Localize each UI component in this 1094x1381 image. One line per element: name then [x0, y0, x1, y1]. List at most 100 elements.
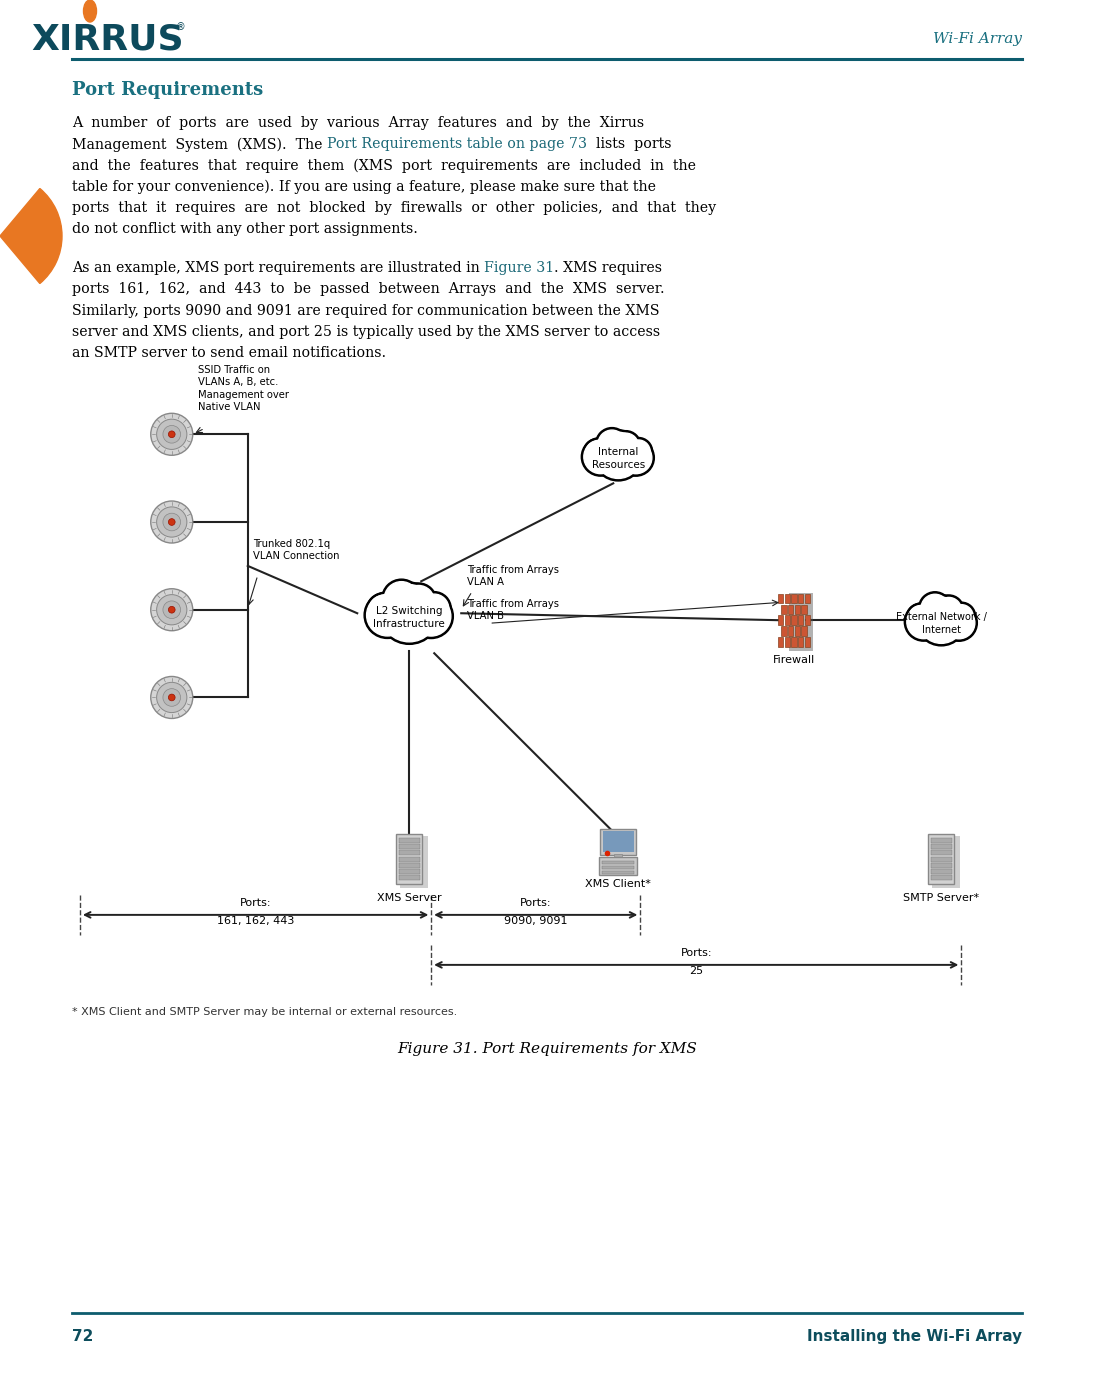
- FancyBboxPatch shape: [784, 616, 790, 626]
- Circle shape: [156, 682, 187, 713]
- Circle shape: [933, 595, 964, 626]
- Text: Port Requirements: Port Requirements: [72, 81, 264, 99]
- Circle shape: [379, 583, 441, 645]
- FancyBboxPatch shape: [603, 860, 635, 865]
- Circle shape: [403, 586, 434, 617]
- Circle shape: [620, 442, 652, 474]
- Text: Figure 31: Figure 31: [485, 261, 555, 275]
- Circle shape: [156, 595, 187, 624]
- Text: server and XMS clients, and port 25 is typically used by the XMS server to acces: server and XMS clients, and port 25 is t…: [72, 325, 660, 338]
- Text: External Network /
Internet: External Network / Internet: [896, 612, 987, 635]
- FancyBboxPatch shape: [794, 626, 800, 635]
- FancyBboxPatch shape: [603, 866, 635, 869]
- Circle shape: [595, 432, 641, 478]
- Text: SSID Traffic on
VLANs A, B, etc.
Management over
Native VLAN: SSID Traffic on VLANs A, B, etc. Managem…: [198, 365, 289, 413]
- Text: Trunked 802.1q
VLAN Connection: Trunked 802.1q VLAN Connection: [253, 539, 339, 561]
- FancyBboxPatch shape: [400, 836, 428, 888]
- Circle shape: [411, 597, 451, 637]
- Circle shape: [366, 592, 399, 626]
- Text: 9090, 9091: 9090, 9091: [504, 916, 568, 925]
- FancyBboxPatch shape: [789, 594, 813, 652]
- Circle shape: [151, 677, 193, 718]
- Circle shape: [921, 594, 948, 621]
- Wedge shape: [0, 188, 62, 283]
- Circle shape: [168, 431, 175, 438]
- FancyBboxPatch shape: [794, 605, 800, 615]
- FancyBboxPatch shape: [603, 831, 633, 852]
- FancyBboxPatch shape: [928, 834, 954, 884]
- FancyBboxPatch shape: [396, 834, 422, 884]
- FancyBboxPatch shape: [398, 863, 420, 867]
- Circle shape: [168, 695, 175, 700]
- Circle shape: [168, 606, 175, 613]
- FancyBboxPatch shape: [801, 605, 806, 615]
- FancyBboxPatch shape: [931, 869, 952, 874]
- FancyBboxPatch shape: [798, 594, 803, 603]
- Circle shape: [584, 441, 617, 474]
- Text: and  the  features  that  require  them  (XMS  port  requirements  are  included: and the features that require them (XMS …: [72, 159, 696, 173]
- Circle shape: [151, 413, 193, 456]
- Circle shape: [918, 597, 964, 644]
- FancyBboxPatch shape: [398, 856, 420, 862]
- Text: Traffic from Arrays
VLAN B: Traffic from Arrays VLAN B: [467, 599, 559, 621]
- Circle shape: [950, 605, 974, 628]
- Text: Installing the Wi-Fi Array: Installing the Wi-Fi Array: [807, 1329, 1022, 1344]
- Circle shape: [627, 441, 650, 464]
- FancyBboxPatch shape: [801, 626, 806, 635]
- Circle shape: [919, 591, 952, 624]
- FancyBboxPatch shape: [791, 594, 796, 603]
- Text: XMS Client*: XMS Client*: [585, 878, 651, 889]
- FancyBboxPatch shape: [603, 871, 635, 874]
- Circle shape: [936, 598, 962, 623]
- FancyBboxPatch shape: [398, 876, 420, 881]
- Circle shape: [947, 602, 976, 631]
- Text: As an example, XMS port requirements are illustrated in: As an example, XMS port requirements are…: [72, 261, 485, 275]
- FancyBboxPatch shape: [788, 605, 793, 615]
- Circle shape: [163, 689, 181, 706]
- FancyBboxPatch shape: [804, 616, 810, 626]
- Text: an SMTP server to send email notifications.: an SMTP server to send email notificatio…: [72, 347, 386, 360]
- FancyBboxPatch shape: [932, 836, 961, 888]
- Text: Wi-Fi Array: Wi-Fi Array: [933, 32, 1022, 46]
- FancyBboxPatch shape: [778, 637, 783, 646]
- Circle shape: [907, 603, 934, 631]
- Circle shape: [381, 584, 438, 642]
- Circle shape: [151, 501, 193, 543]
- FancyBboxPatch shape: [798, 637, 803, 646]
- FancyBboxPatch shape: [798, 616, 803, 626]
- Text: . XMS requires: . XMS requires: [555, 261, 662, 275]
- Circle shape: [941, 605, 977, 641]
- Text: XMS Server: XMS Server: [377, 894, 442, 903]
- FancyBboxPatch shape: [804, 594, 810, 603]
- Circle shape: [366, 594, 408, 635]
- Text: 161, 162, 443: 161, 162, 443: [217, 916, 294, 925]
- Text: table for your convenience). If you are using a feature, please make sure that t: table for your convenience). If you are …: [72, 180, 656, 193]
- FancyBboxPatch shape: [781, 605, 787, 615]
- FancyBboxPatch shape: [398, 869, 420, 874]
- Circle shape: [382, 579, 421, 619]
- FancyBboxPatch shape: [931, 838, 952, 842]
- Text: A  number  of  ports  are  used  by  various  Array  features  and  by  the  Xir: A number of ports are used by various Ar…: [72, 116, 644, 130]
- Text: 25: 25: [689, 965, 703, 976]
- Text: * XMS Client and SMTP Server may be internal or external resources.: * XMS Client and SMTP Server may be inte…: [72, 1007, 457, 1016]
- FancyBboxPatch shape: [788, 626, 793, 635]
- Circle shape: [595, 428, 628, 460]
- Circle shape: [163, 601, 181, 619]
- FancyBboxPatch shape: [784, 637, 790, 646]
- Text: Traffic from Arrays
VLAN A: Traffic from Arrays VLAN A: [467, 565, 559, 587]
- Text: 72: 72: [72, 1329, 93, 1344]
- Text: ®: ®: [176, 22, 186, 32]
- FancyBboxPatch shape: [778, 616, 783, 626]
- FancyBboxPatch shape: [398, 844, 420, 849]
- FancyBboxPatch shape: [931, 844, 952, 849]
- FancyBboxPatch shape: [931, 851, 952, 855]
- Text: Management  System  (XMS).  The: Management System (XMS). The: [72, 137, 327, 152]
- FancyBboxPatch shape: [804, 637, 810, 646]
- Text: L2 Switching
Infrastructure: L2 Switching Infrastructure: [373, 606, 445, 628]
- Text: ports  161,  162,  and  443  to  be  passed  between  Arrays  and  the  XMS  ser: ports 161, 162, and 443 to be passed bet…: [72, 282, 665, 297]
- Circle shape: [625, 438, 653, 465]
- Circle shape: [163, 514, 181, 530]
- Ellipse shape: [83, 0, 96, 22]
- Text: ports  that  it  requires  are  not  blocked  by  firewalls  or  other  policies: ports that it requires are not blocked b…: [72, 200, 717, 215]
- Text: Firewall: Firewall: [772, 655, 815, 666]
